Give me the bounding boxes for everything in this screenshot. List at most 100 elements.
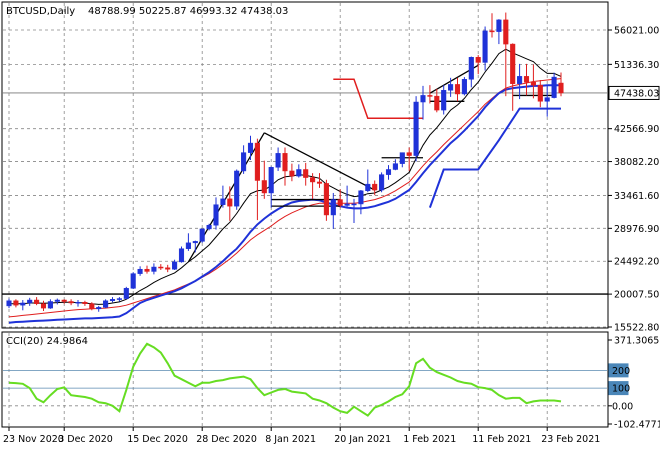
- candle[interactable]: [34, 297, 40, 306]
- candle-body: [310, 177, 316, 183]
- candle-body: [27, 299, 33, 304]
- candle[interactable]: [6, 298, 12, 309]
- candle[interactable]: [420, 85, 426, 120]
- candle[interactable]: [247, 135, 254, 160]
- candle[interactable]: [379, 172, 385, 193]
- candle[interactable]: [303, 162, 309, 186]
- candle[interactable]: [330, 192, 336, 229]
- candle[interactable]: [392, 159, 398, 171]
- candle[interactable]: [413, 96, 419, 162]
- candle-body: [185, 242, 191, 249]
- candle[interactable]: [551, 72, 557, 99]
- candle[interactable]: [40, 300, 47, 312]
- candle[interactable]: [54, 298, 60, 305]
- candle[interactable]: [137, 266, 143, 276]
- candle[interactable]: [282, 147, 288, 186]
- candle[interactable]: [427, 85, 433, 104]
- candle[interactable]: [268, 166, 274, 208]
- candle[interactable]: [234, 169, 240, 210]
- candle[interactable]: [496, 19, 502, 45]
- candle[interactable]: [358, 190, 364, 215]
- cci-label: CCI(20) 24.9864: [6, 336, 88, 347]
- cci-panel[interactable]: CCI(20) 24.9864: [1, 331, 609, 428]
- candle[interactable]: [537, 80, 543, 108]
- candle[interactable]: [75, 300, 81, 307]
- candle[interactable]: [47, 299, 53, 309]
- candle[interactable]: [144, 265, 150, 274]
- candle[interactable]: [89, 302, 95, 311]
- candle[interactable]: [503, 12, 509, 97]
- candle[interactable]: [172, 259, 178, 270]
- candle[interactable]: [185, 233, 191, 251]
- candle[interactable]: [372, 180, 378, 196]
- time-tick-label: 11 Feb 2021: [472, 434, 531, 445]
- candle[interactable]: [103, 299, 109, 309]
- candle[interactable]: [468, 56, 474, 88]
- cci-line: [8, 342, 562, 417]
- candle[interactable]: [406, 147, 412, 171]
- candle[interactable]: [199, 228, 205, 243]
- candle[interactable]: [178, 246, 185, 263]
- candle[interactable]: [61, 299, 67, 304]
- candle[interactable]: [116, 297, 122, 302]
- candle[interactable]: [310, 173, 316, 199]
- price-panel[interactable]: BTCUSD,Daily 48788.99 50225.87 46993.32 …: [1, 1, 609, 329]
- candle[interactable]: [351, 198, 357, 224]
- cci-tick-label: 371.3065: [614, 336, 659, 347]
- candlesticks[interactable]: [6, 12, 564, 312]
- candle[interactable]: [489, 13, 495, 38]
- candle[interactable]: [365, 169, 371, 193]
- candle[interactable]: [123, 286, 129, 300]
- candle[interactable]: [68, 299, 74, 306]
- candle-body: [75, 301, 81, 304]
- candle[interactable]: [344, 185, 350, 208]
- candle[interactable]: [227, 186, 233, 221]
- candle[interactable]: [434, 88, 440, 113]
- candle[interactable]: [206, 223, 212, 231]
- candle[interactable]: [82, 300, 88, 306]
- candle[interactable]: [165, 264, 171, 273]
- candle[interactable]: [337, 189, 343, 208]
- candle[interactable]: [27, 297, 33, 306]
- candle[interactable]: [517, 63, 523, 100]
- candle[interactable]: [454, 77, 461, 102]
- candle[interactable]: [544, 85, 550, 117]
- candle-body: [34, 299, 40, 304]
- candle[interactable]: [254, 138, 260, 221]
- candle[interactable]: [192, 240, 198, 253]
- candle[interactable]: [20, 300, 26, 311]
- candle[interactable]: [441, 85, 447, 115]
- candle-body: [172, 261, 178, 270]
- candle[interactable]: [96, 305, 102, 312]
- candle[interactable]: [530, 64, 536, 99]
- candle-body: [372, 183, 378, 191]
- candle[interactable]: [510, 43, 516, 111]
- candle[interactable]: [399, 152, 405, 168]
- candle-body: [316, 181, 323, 184]
- candle[interactable]: [448, 77, 454, 97]
- candle[interactable]: [289, 163, 295, 182]
- candle[interactable]: [158, 264, 164, 270]
- candle[interactable]: [109, 297, 116, 303]
- candle[interactable]: [13, 299, 19, 308]
- candle[interactable]: [220, 185, 226, 208]
- candle[interactable]: [296, 164, 302, 178]
- candle[interactable]: [241, 145, 247, 174]
- candle[interactable]: [385, 165, 392, 180]
- cci-tick-label: -102.4771: [614, 420, 660, 431]
- candle[interactable]: [323, 179, 329, 221]
- candle[interactable]: [151, 263, 157, 275]
- cci-tick-label: 0.00: [612, 401, 633, 412]
- candle[interactable]: [213, 197, 219, 230]
- candle[interactable]: [523, 63, 530, 96]
- candle[interactable]: [130, 272, 136, 290]
- candle[interactable]: [316, 173, 323, 188]
- candle[interactable]: [275, 147, 281, 171]
- candle-body: [289, 170, 295, 177]
- cci-level-marker: [608, 363, 629, 378]
- candle[interactable]: [461, 77, 467, 96]
- candle[interactable]: [261, 160, 267, 199]
- candle[interactable]: [558, 72, 564, 97]
- candle[interactable]: [482, 26, 488, 71]
- candle[interactable]: [475, 55, 481, 75]
